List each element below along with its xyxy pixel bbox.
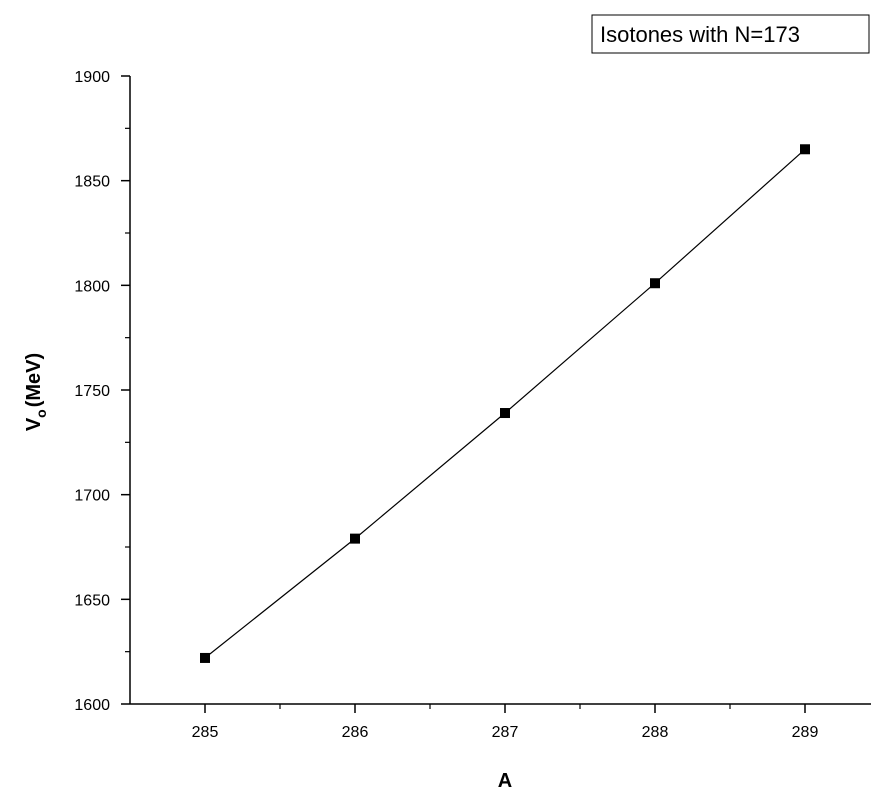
y-axis-title: Vo (MeV) [23, 353, 49, 431]
data-point-marker [650, 278, 660, 289]
y-axis-title-unit: (MeV) [23, 353, 45, 407]
svg-text:Vo(MeV): Vo (MeV) [23, 353, 49, 431]
y-axis-ticks: 1600 1650 1700 1750 1800 1850 1900 [74, 69, 130, 714]
x-tick-label: 287 [492, 724, 519, 741]
y-tick-label: 1700 [74, 488, 110, 505]
data-point-marker [800, 144, 810, 155]
plot-area: 285 286 287 288 289 1600 1650 1700 1750 1800 1850… [74, 69, 871, 741]
y-tick-label: 1750 [74, 383, 110, 400]
y-axis-title-sub: o [33, 409, 49, 418]
y-tick-label: 1800 [74, 278, 110, 295]
data-point-marker [500, 408, 510, 419]
y-tick-label: 1850 [74, 174, 110, 191]
x-tick-label: 285 [192, 724, 219, 741]
x-tick-label: 288 [642, 724, 669, 741]
data-point-marker [200, 652, 210, 663]
data-point-marker [350, 533, 360, 544]
x-axis-title: A [498, 770, 512, 792]
legend: Isotones with N=173 [591, 14, 870, 54]
series-line [204, 148, 806, 659]
legend-label: Isotones with N=173 [600, 22, 800, 47]
legend-box [591, 14, 870, 54]
y-tick-label: 1650 [74, 592, 110, 609]
y-axis-title-main: V [23, 417, 45, 431]
x-tick-label: 289 [792, 724, 819, 741]
x-axis-ticks: 285 286 287 288 289 [192, 704, 819, 741]
y-tick-label: 1900 [74, 69, 110, 86]
data-series [200, 144, 810, 663]
x-tick-label: 286 [342, 724, 369, 741]
y-tick-label: 1600 [74, 697, 110, 714]
